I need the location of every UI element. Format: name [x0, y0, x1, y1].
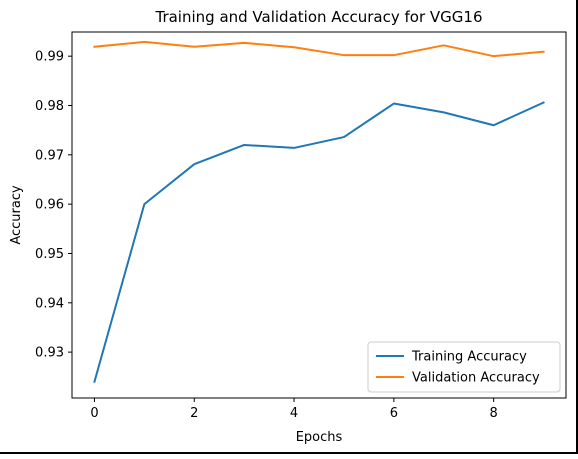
y-tick-label: 0.93 [35, 346, 64, 361]
y-axis-ticks: 0.93 0.94 0.95 0.96 0.97 0.98 0.99 [35, 50, 72, 361]
legend-box [367, 341, 561, 393]
y-tick-label: 0.99 [35, 50, 64, 65]
legend-label: Training Accuracy [411, 350, 527, 365]
y-tick-label: 0.94 [35, 296, 64, 311]
x-tick-label: 4 [290, 406, 298, 421]
x-tick-label: 8 [490, 406, 498, 421]
y-tick-label: 0.98 [35, 99, 64, 114]
legend: Training Accuracy Validation Accuracy [367, 341, 561, 393]
series-layer [93, 40, 545, 383]
plot-frame [71, 31, 567, 399]
y-tick-label: 0.97 [35, 148, 64, 163]
window-edge-right [576, 0, 578, 454]
y-axis-label: Accuracy [9, 185, 24, 245]
x-axis-ticks: 0 2 4 6 8 [90, 398, 498, 421]
series-line-validation-accuracy [93, 40, 545, 58]
legend-label: Validation Accuracy [412, 371, 540, 386]
x-axis-label: Epochs [296, 430, 343, 445]
series-line-training-accuracy [93, 101, 545, 383]
y-tick-label: 0.96 [35, 198, 64, 213]
y-tick-label: 0.95 [35, 247, 64, 262]
x-tick-label: 6 [390, 406, 398, 421]
window-edge-bottom [0, 452, 578, 454]
x-tick-label: 2 [190, 406, 198, 421]
x-tick-label: 0 [90, 406, 98, 421]
chart-title: Training and Validation Accuracy for VGG… [154, 8, 482, 26]
